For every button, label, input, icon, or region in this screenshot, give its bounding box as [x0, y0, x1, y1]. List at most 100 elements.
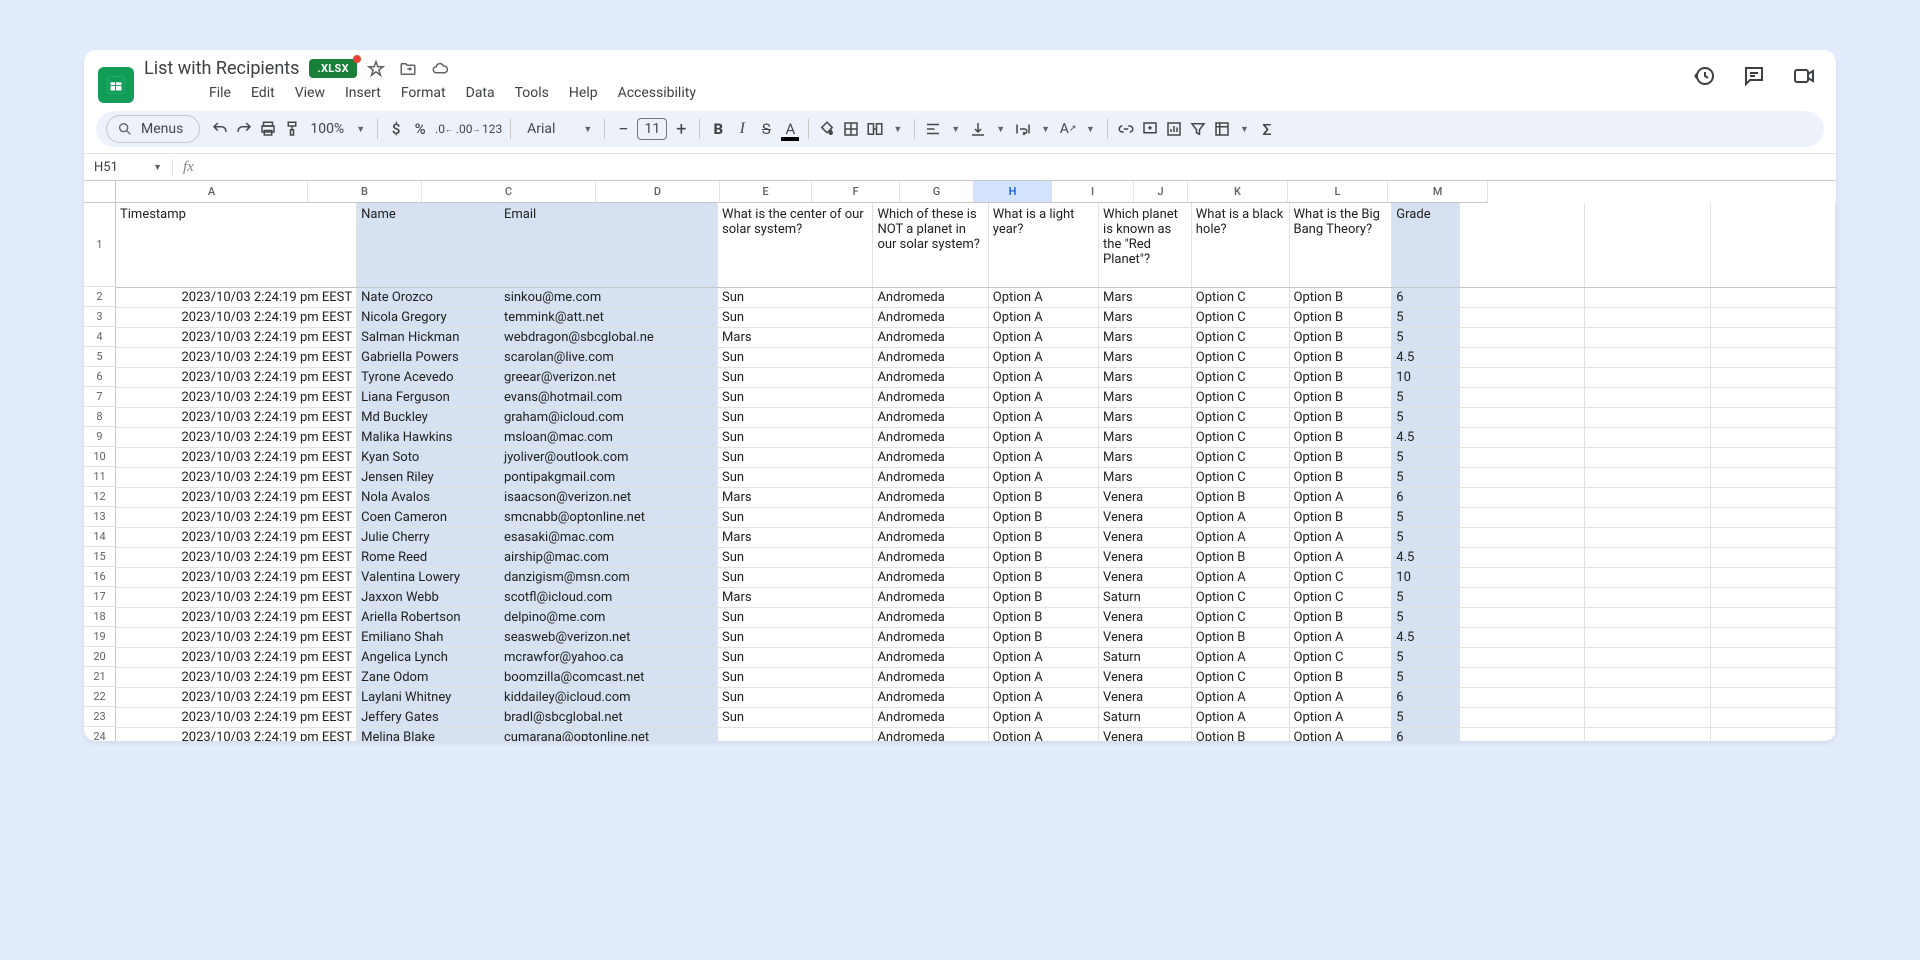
cell[interactable]: Option B: [1289, 607, 1392, 627]
cell[interactable]: Mars: [718, 527, 873, 547]
row-header-2[interactable]: 2: [84, 287, 116, 307]
row-header-8[interactable]: 8: [84, 407, 116, 427]
cell[interactable]: [1459, 447, 1584, 467]
cell[interactable]: Option B: [988, 527, 1098, 547]
cell[interactable]: 2023/10/03 2:24:19 pm EEST: [116, 327, 357, 347]
cell[interactable]: 2023/10/03 2:24:19 pm EEST: [116, 407, 357, 427]
cell[interactable]: 6: [1392, 727, 1460, 741]
menu-data[interactable]: Data: [457, 81, 504, 105]
cell[interactable]: 4.5: [1392, 627, 1460, 647]
cell[interactable]: [1585, 307, 1710, 327]
cell[interactable]: Option C: [1289, 647, 1392, 667]
cell[interactable]: Salman Hickman: [357, 327, 500, 347]
cell[interactable]: Option C: [1191, 287, 1289, 307]
filter-icon[interactable]: [1188, 119, 1208, 139]
cell[interactable]: Option B: [1191, 487, 1289, 507]
star-icon[interactable]: [367, 60, 385, 78]
cell[interactable]: Option B: [1289, 467, 1392, 487]
cell[interactable]: Mars: [1099, 347, 1192, 367]
cell[interactable]: smcnabb@optonline.net: [499, 507, 717, 527]
cell[interactable]: 2023/10/03 2:24:19 pm EEST: [116, 647, 357, 667]
cell[interactable]: Malika Hawkins: [357, 427, 500, 447]
col-header-A[interactable]: A: [116, 181, 308, 203]
cell[interactable]: Andromeda: [873, 287, 988, 307]
cell[interactable]: 4.5: [1392, 547, 1460, 567]
cell[interactable]: [1585, 647, 1710, 667]
cell[interactable]: 2023/10/03 2:24:19 pm EEST: [116, 667, 357, 687]
cell[interactable]: Andromeda: [873, 507, 988, 527]
rotation-dropdown-icon[interactable]: ▼: [1082, 124, 1099, 135]
cell[interactable]: greear@verizon.net: [499, 367, 717, 387]
cell[interactable]: Mars: [1099, 367, 1192, 387]
cell[interactable]: Mars: [1099, 327, 1192, 347]
cell[interactable]: [1585, 547, 1710, 567]
cell[interactable]: [1585, 687, 1710, 707]
history-icon[interactable]: [1692, 64, 1716, 88]
halign-dropdown-icon[interactable]: ▼: [947, 124, 964, 135]
cell[interactable]: Sun: [718, 387, 873, 407]
cell[interactable]: [1710, 307, 1835, 327]
row-header-1[interactable]: 1: [84, 203, 116, 287]
header-cell[interactable]: [1710, 203, 1835, 287]
cell[interactable]: [1459, 567, 1584, 587]
row-header-14[interactable]: 14: [84, 527, 116, 547]
cell[interactable]: evans@hotmail.com: [499, 387, 717, 407]
cell[interactable]: boomzilla@comcast.net: [499, 667, 717, 687]
wrap-dropdown-icon[interactable]: ▼: [1037, 124, 1054, 135]
cell[interactable]: Andromeda: [873, 387, 988, 407]
percent-icon[interactable]: %: [410, 119, 430, 139]
cell[interactable]: Andromeda: [873, 447, 988, 467]
cell[interactable]: airship@mac.com: [499, 547, 717, 567]
cell[interactable]: Sun: [718, 567, 873, 587]
cell[interactable]: [1459, 427, 1584, 447]
filter-views-icon[interactable]: [1212, 119, 1232, 139]
cell[interactable]: Option C: [1289, 587, 1392, 607]
cell[interactable]: Sun: [718, 607, 873, 627]
sheets-logo-icon[interactable]: [98, 67, 134, 103]
cell[interactable]: 2023/10/03 2:24:19 pm EEST: [116, 627, 357, 647]
decrease-decimal-icon[interactable]: .0←: [434, 119, 454, 139]
font-dropdown-icon[interactable]: ▼: [579, 124, 596, 135]
col-header-J[interactable]: J: [1134, 181, 1188, 203]
cell[interactable]: pontipakgmail.com: [499, 467, 717, 487]
cell[interactable]: Andromeda: [873, 367, 988, 387]
cell[interactable]: Option A: [1289, 627, 1392, 647]
cell[interactable]: [1459, 667, 1584, 687]
cell[interactable]: cumarana@optonline.net: [499, 727, 717, 741]
wrap-text-icon[interactable]: [1013, 119, 1033, 139]
cell[interactable]: [1585, 467, 1710, 487]
cell[interactable]: [1585, 427, 1710, 447]
menu-insert[interactable]: Insert: [336, 81, 390, 105]
cell[interactable]: Option A: [988, 327, 1098, 347]
cell[interactable]: Sun: [718, 647, 873, 667]
cell[interactable]: Option C: [1191, 607, 1289, 627]
cell[interactable]: Sun: [718, 407, 873, 427]
cell[interactable]: Option B: [1289, 347, 1392, 367]
cell[interactable]: [1459, 527, 1584, 547]
cell[interactable]: [1710, 627, 1835, 647]
cell[interactable]: Mars: [1099, 387, 1192, 407]
row-header-9[interactable]: 9: [84, 427, 116, 447]
cell[interactable]: Option B: [1289, 667, 1392, 687]
row-header-19[interactable]: 19: [84, 627, 116, 647]
cell[interactable]: Andromeda: [873, 727, 988, 741]
cell[interactable]: Option B: [1289, 327, 1392, 347]
paint-format-icon[interactable]: [282, 119, 302, 139]
cell[interactable]: Venera: [1099, 727, 1192, 741]
cell[interactable]: [1459, 467, 1584, 487]
cell[interactable]: Venera: [1099, 627, 1192, 647]
redo-icon[interactable]: [234, 119, 254, 139]
header-cell[interactable]: What is a black hole?: [1191, 203, 1289, 287]
cell[interactable]: Option A: [1191, 527, 1289, 547]
cell[interactable]: Venera: [1099, 507, 1192, 527]
header-cell[interactable]: Grade: [1392, 203, 1460, 287]
row-header-15[interactable]: 15: [84, 547, 116, 567]
cell[interactable]: Option C: [1191, 427, 1289, 447]
cell[interactable]: Andromeda: [873, 607, 988, 627]
cell[interactable]: Option C: [1191, 327, 1289, 347]
cell[interactable]: [1585, 407, 1710, 427]
strikethrough-icon[interactable]: S: [756, 119, 776, 139]
cell[interactable]: Mars: [718, 587, 873, 607]
row-header-4[interactable]: 4: [84, 327, 116, 347]
cell[interactable]: Saturn: [1099, 707, 1192, 727]
